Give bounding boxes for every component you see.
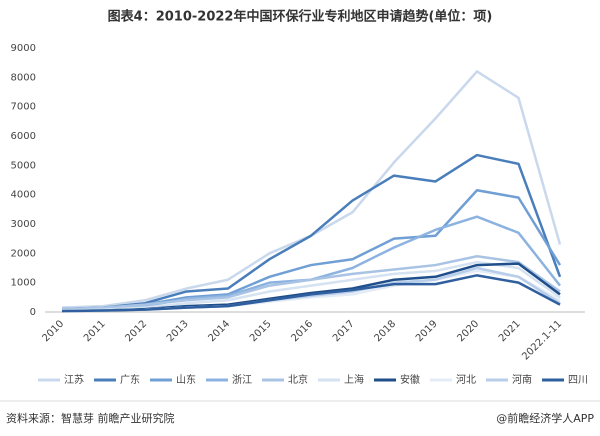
x-tick-label: 2015	[248, 318, 274, 344]
legend-label: 河南	[512, 373, 532, 386]
legend-label: 上海	[344, 373, 364, 386]
y-tick-label: 5000	[11, 160, 36, 171]
y-tick-label: 6000	[11, 131, 36, 142]
x-tick-label: 2018	[372, 318, 398, 344]
x-tick-label: 2014	[206, 318, 232, 344]
x-tick-label: 2010	[40, 318, 66, 344]
legend-label: 江苏	[64, 373, 84, 386]
series-line	[61, 274, 561, 313]
legend-label: 北京	[288, 373, 308, 386]
y-tick-label: 8000	[11, 72, 36, 83]
y-tick-label: 2000	[11, 248, 36, 259]
x-tick-label: 2022.1-11	[520, 318, 564, 362]
series-line	[61, 255, 561, 311]
x-tick-label: 2012	[123, 318, 149, 344]
y-tick-label: 3000	[11, 219, 36, 230]
y-tick-label: 0	[30, 307, 36, 318]
x-tick-label: 2013	[165, 318, 191, 344]
y-tick-label: 1000	[11, 278, 36, 289]
x-tick-label: 2016	[289, 318, 315, 344]
x-tick-label: 2020	[455, 318, 481, 344]
x-tick-label: 2021	[497, 318, 523, 344]
x-tick-label: 2017	[331, 318, 357, 344]
y-tick-label: 4000	[11, 190, 36, 201]
series-line	[61, 153, 562, 311]
legend-label: 安徽	[400, 373, 420, 386]
source: 资料来源：智慧芽 前瞻产业研究院	[6, 411, 175, 425]
chart-title: 图表4：2010-2022年中国环保行业专利地区申请趋势(单位：项)	[108, 9, 493, 25]
series-line	[61, 260, 561, 312]
y-tick-label: 9000	[11, 43, 36, 54]
x-tick-label: 2019	[414, 318, 440, 344]
y-tick-label: 7000	[11, 102, 36, 113]
credit: @前瞻经济学人APP	[496, 411, 594, 425]
legend-label: 广东	[120, 373, 140, 386]
legend-label: 河北	[456, 374, 476, 386]
legend-label: 山东	[176, 373, 196, 386]
x-tick-label: 2011	[82, 318, 108, 344]
legend-label: 四川	[568, 375, 588, 386]
legend-label: 浙江	[232, 374, 252, 386]
